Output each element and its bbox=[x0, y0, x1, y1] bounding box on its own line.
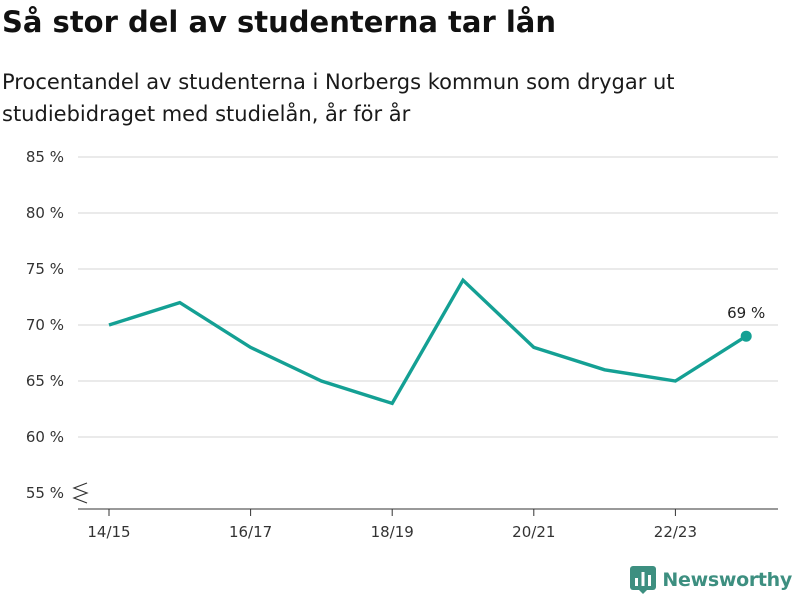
y-tick-label: 80 % bbox=[26, 204, 64, 222]
series-line bbox=[108, 277, 748, 406]
chart-title: Så stor del av studenterna tar lån bbox=[2, 5, 557, 39]
newsworthy-logo-icon bbox=[630, 566, 657, 594]
gridlines bbox=[78, 156, 778, 438]
y-tick-label: 75 % bbox=[26, 260, 64, 278]
axis-break-icon bbox=[72, 482, 89, 504]
y-axis-ticks: 55 % 60 % 65 % 70 % 75 % 80 % 85 % bbox=[26, 148, 64, 502]
x-tick-label: 14/15 bbox=[87, 523, 130, 541]
x-axis bbox=[72, 482, 778, 510]
y-tick-label: 65 % bbox=[26, 372, 64, 390]
y-tick-label: 70 % bbox=[26, 316, 64, 334]
data-label: 69 % bbox=[727, 304, 765, 322]
brand-logo: Newsworthy bbox=[630, 566, 792, 594]
x-axis-ticks: 14/15 16/17 18/19 20/21 22/23 bbox=[87, 509, 697, 541]
x-tick-label: 20/21 bbox=[512, 523, 555, 541]
annotations: 69 % bbox=[727, 304, 765, 342]
x-tick-label: 16/17 bbox=[229, 523, 272, 541]
x-tick-label: 22/23 bbox=[654, 523, 697, 541]
x-tick-label: 18/19 bbox=[371, 523, 414, 541]
brand-name: Newsworthy bbox=[662, 569, 792, 591]
data-point bbox=[740, 330, 752, 342]
y-tick-label: 85 % bbox=[26, 148, 64, 166]
chart-subtitle: Procentandel av studenterna i Norbergs k… bbox=[2, 70, 675, 126]
y-tick-label: 60 % bbox=[26, 428, 64, 446]
y-tick-label: 55 % bbox=[26, 484, 64, 502]
series bbox=[108, 277, 748, 406]
